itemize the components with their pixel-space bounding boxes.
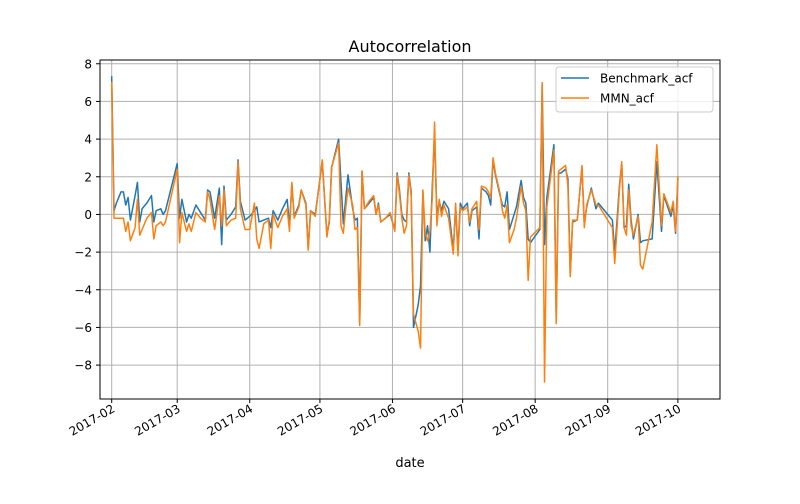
y-tick-label: 8 [84,57,92,71]
x-axis-label: date [395,456,424,471]
y-tick-label: 0 [84,208,92,222]
legend-label: MMN_acf [600,92,655,106]
y-tick-label: −2 [74,246,92,260]
legend: Benchmark_acf MMN_acf [555,66,714,113]
y-tick-label: 4 [84,133,92,147]
legend-label: Benchmark_acf [600,72,693,86]
y-tick-label: 6 [84,95,92,109]
chart-title: Autocorrelation [349,37,472,56]
legend-box [555,66,714,113]
y-tick-label: 2 [84,170,92,184]
y-tick-label: −4 [74,283,92,297]
y-tick-label: −8 [74,359,92,373]
y-tick-label: −6 [74,321,92,335]
plot-area-frame [99,59,721,400]
series-lines [110,76,679,383]
series-line-mmn-acf [110,81,679,383]
